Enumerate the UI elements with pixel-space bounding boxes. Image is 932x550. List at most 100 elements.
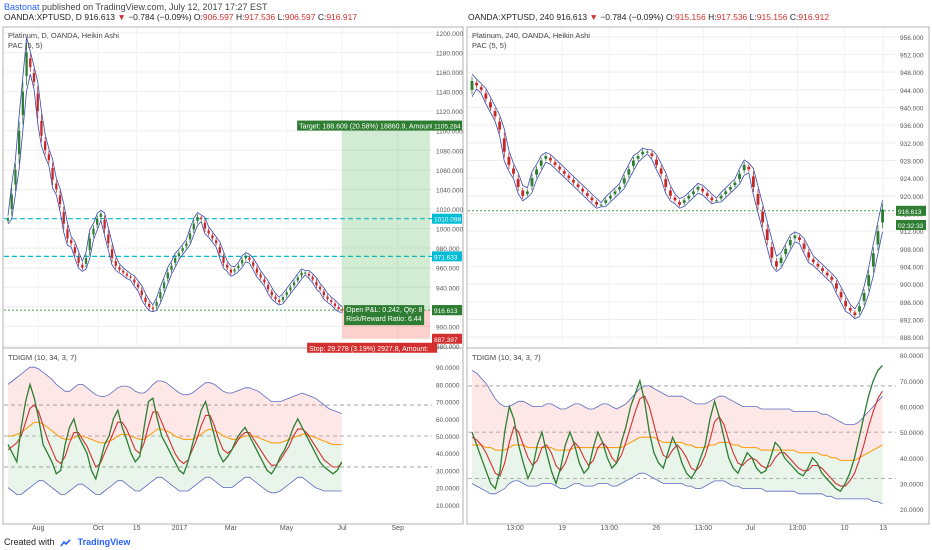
right-symbol-name[interactable]: OANDA:XPTUSD, 240 (468, 12, 554, 22)
chart-title: Platinum, 240, OANDA, Heikin Ashi (472, 31, 590, 40)
stop-label: Stop: 29.278 (3.19%) 2927.8, Amount: (309, 346, 428, 353)
candle-body (229, 269, 233, 273)
left-symbol-name[interactable]: OANDA:XPTUSD, D (4, 12, 82, 22)
tdi-pane-3: 80.0000 70.0000 60.0000 50.0000 40.0000 30.00… (468, 353, 924, 514)
x-tick-label: 10 (841, 525, 849, 532)
y-tick-label: 1200.000 (436, 31, 463, 38)
candle-body (853, 312, 857, 316)
price-pane-0: 1200.000 1180.000 1160.000 1140.000 1120.000… (4, 28, 463, 532)
y-tick-label: 70.0000 (436, 400, 460, 407)
candle-body (333, 303, 337, 306)
y-tick-label: 952.000 (900, 53, 924, 60)
candle-body (240, 259, 244, 264)
candle-body (322, 291, 325, 296)
footer: Created with TradingView (4, 537, 130, 547)
indicator-title: TDIGM (10, 34, 3, 7) (8, 353, 77, 362)
candle-body (821, 268, 825, 271)
right-low-label: L: (749, 12, 757, 22)
candle-body (114, 261, 117, 266)
y-tick-label: 1040.000 (436, 187, 463, 194)
candle-body (174, 257, 177, 263)
tradingview-brand[interactable]: TradingView (77, 537, 131, 547)
candle-body (715, 200, 718, 202)
candle-body (641, 151, 645, 155)
candle-body (618, 187, 622, 190)
pnl-label: Open P&L: 0.242, Qty: 8 (346, 307, 422, 314)
upper-band-fill (8, 367, 342, 445)
candle-body (122, 270, 125, 273)
tdi-pane-2: 90.0000 80.0000 70.0000 60.0000 50.0000 40.00… (4, 353, 460, 510)
candle-body (765, 229, 769, 240)
candle-body (724, 191, 728, 195)
candle-body (775, 261, 778, 267)
y-tick-label: 40.0000 (900, 456, 924, 463)
mid-line (472, 436, 883, 461)
target-zone (342, 125, 430, 311)
candle-body (811, 259, 815, 263)
candle-body (668, 190, 672, 196)
candle-body (572, 179, 575, 183)
candle-body (862, 293, 866, 301)
left-close: 916.917 (326, 12, 358, 22)
indicator-label: PAC (5, 5) (472, 41, 507, 50)
target-label-bg (297, 120, 438, 131)
candle-body (544, 156, 548, 159)
y-tick-label: 900.000 (436, 324, 460, 331)
left-low: 906.597 (284, 12, 316, 22)
x-tick-label: 2017 (172, 525, 188, 532)
y-tick-label: 50.0000 (900, 430, 924, 437)
stop-label-bg (307, 342, 438, 353)
pac-lower-line (7, 74, 343, 313)
candle-body (40, 120, 43, 136)
candle-body (687, 195, 691, 199)
y-tick-label: 1180.000 (436, 50, 463, 57)
rr-label: Risk/Reward Ratio: 6.44 (346, 316, 422, 323)
candle-body (140, 290, 143, 296)
candle-body (742, 164, 746, 171)
author-link[interactable]: Bastonat (4, 2, 40, 12)
candle-body (103, 219, 106, 229)
candle-body (36, 93, 39, 112)
fast-line (7, 382, 343, 481)
candle-body (562, 171, 566, 174)
candle-body (613, 191, 617, 195)
lower-band-line (471, 472, 883, 505)
y-tick-label: 1160.000 (436, 70, 463, 77)
candle-body (622, 178, 626, 184)
candle-body (599, 204, 603, 206)
price-tag-bg (432, 213, 462, 224)
candle-body (14, 169, 17, 185)
left-open-label: O: (193, 12, 203, 22)
candle-body (337, 307, 340, 309)
candle-body (844, 300, 848, 307)
price-tag-bg (432, 120, 462, 131)
candle-body (207, 230, 210, 234)
candle-body (318, 286, 322, 290)
y-tick-label: 936.000 (900, 123, 924, 130)
candle-body (645, 151, 649, 153)
candle-body (650, 153, 654, 157)
y-tick-label: 1120.000 (436, 109, 463, 116)
candle-body (311, 277, 314, 280)
candle-body (99, 213, 103, 217)
candle-body (751, 176, 755, 187)
x-tick-label: Jul (746, 525, 755, 532)
candle-body (200, 217, 203, 219)
candle-body (493, 111, 497, 117)
x-tick-label: 13 (879, 525, 887, 532)
y-tick-label: 900.000 (900, 282, 924, 289)
candle-body (719, 195, 723, 199)
candle-body (608, 195, 612, 199)
candle-body (673, 197, 677, 201)
candle-body (211, 235, 214, 239)
candle-body (192, 223, 195, 230)
candle-body (807, 252, 811, 258)
candle-body (55, 183, 58, 190)
left-open: 906.597 (202, 12, 234, 22)
upper-band-line (7, 366, 342, 414)
left-close-label: C: (317, 12, 327, 22)
candle-body (70, 240, 73, 244)
candle-body (285, 292, 288, 296)
y-tick-label: 10.0000 (436, 503, 460, 510)
